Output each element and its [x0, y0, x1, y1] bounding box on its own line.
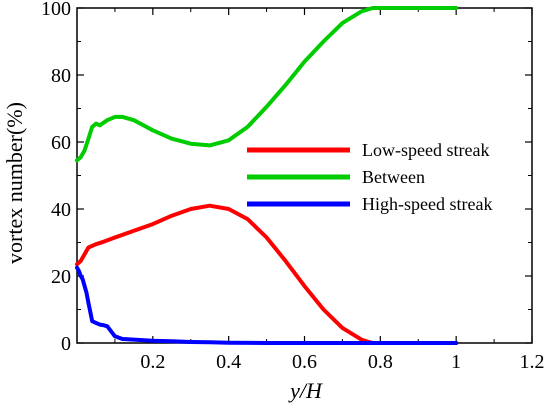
series-line-between — [75, 6, 459, 163]
x-tick-label: 0.2 — [140, 351, 165, 373]
legend-label: Low-speed streak — [362, 140, 489, 160]
y-tick-label: 80 — [51, 65, 71, 87]
x-tick-label: 0.6 — [292, 351, 317, 373]
y-tick-label: 20 — [51, 266, 71, 288]
series-line-low-speed-streak — [75, 203, 459, 345]
x-tick-label: 0.4 — [216, 351, 241, 373]
y-axis-ticks: 0 20 40 60 80 100 — [41, 0, 532, 355]
x-tick-label: 1 — [451, 351, 461, 373]
y-axis-label: vortex number(%) — [2, 102, 27, 264]
legend: Low-speed streak Between High-speed streak — [247, 140, 492, 214]
x-tick-label: 1.2 — [520, 351, 545, 373]
series-lines — [75, 6, 459, 345]
legend-label: High-speed streak — [362, 194, 492, 214]
y-tick-label: 100 — [41, 0, 71, 20]
x-tick-label: 0.8 — [368, 351, 393, 373]
legend-label: Between — [362, 167, 425, 187]
series-line-high-speed-streak — [75, 265, 459, 345]
y-tick-label: 40 — [51, 199, 71, 221]
y-tick-label: 0 — [61, 333, 71, 355]
y-tick-label: 60 — [51, 132, 71, 154]
x-axis-label: y/H — [288, 378, 323, 403]
